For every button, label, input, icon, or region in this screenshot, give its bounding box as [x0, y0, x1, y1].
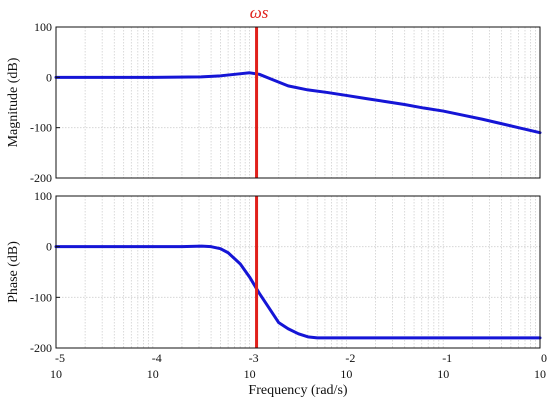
xtick-base-label: 10: [340, 367, 352, 381]
phase-response-curve: [54, 244, 542, 340]
magnitude-frame: [55, 26, 541, 179]
magnitude-ytick-label: -200: [30, 171, 52, 185]
magnitude-response-curve: [54, 71, 542, 135]
xtick-exponent-label: -4: [152, 351, 162, 365]
xtick-exponent-label: -5: [55, 351, 65, 365]
omega-s-marker-label: ωs: [250, 3, 269, 22]
phase-ylabel: Phase (dB): [6, 241, 21, 303]
frequency-xlabel: Frequency (rad/s): [248, 383, 347, 398]
phase-ytick-label: 0: [46, 240, 52, 254]
xtick-exponent-label: -1: [442, 351, 452, 365]
phase-ytick-label: -100: [30, 290, 52, 304]
phase-frame: [55, 195, 541, 349]
magnitude-ytick-label: 100: [34, 20, 52, 34]
magnitude-ylabel: Magnitude (dB): [6, 57, 21, 147]
xtick-base-label: 10: [244, 367, 256, 381]
xtick-base-label: 10: [437, 367, 449, 381]
magnitude-plot-area: [56, 27, 540, 178]
xtick-base-label: 10: [147, 367, 159, 381]
phase-ytick-label: 100: [34, 189, 52, 203]
xtick-exponent-label: 0: [541, 351, 547, 365]
magnitude-ytick-label: 0: [46, 70, 52, 84]
xtick-base-label: 10: [50, 367, 62, 381]
xtick-base-label: 10: [534, 367, 546, 381]
magnitude-ytick-label: -100: [30, 121, 52, 135]
phase-ytick-label: -200: [30, 341, 52, 355]
phase-plot-area: [56, 196, 540, 348]
xtick-exponent-label: -2: [345, 351, 355, 365]
xtick-exponent-label: -3: [249, 351, 259, 365]
magnitude-panel: 100 0 -100 -200 Magnitude (dB) ωs: [6, 3, 542, 185]
